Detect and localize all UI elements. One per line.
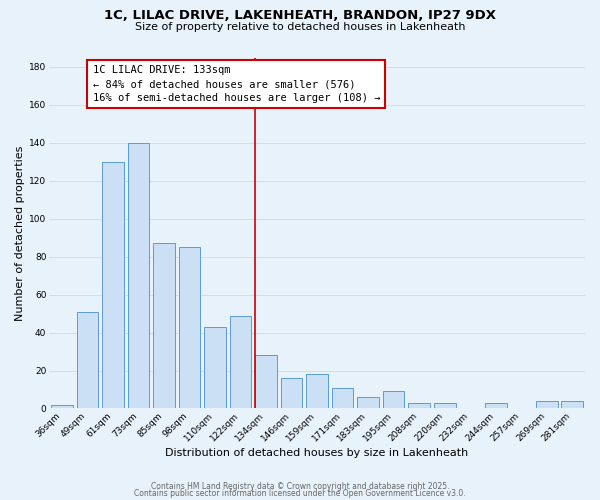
- Text: Contains HM Land Registry data © Crown copyright and database right 2025.: Contains HM Land Registry data © Crown c…: [151, 482, 449, 491]
- Bar: [128, 143, 149, 408]
- Bar: [357, 397, 379, 408]
- Text: 1C, LILAC DRIVE, LAKENHEATH, BRANDON, IP27 9DX: 1C, LILAC DRIVE, LAKENHEATH, BRANDON, IP…: [104, 9, 496, 22]
- Text: 1C LILAC DRIVE: 133sqm
← 84% of detached houses are smaller (576)
16% of semi-de: 1C LILAC DRIVE: 133sqm ← 84% of detached…: [92, 65, 380, 103]
- Bar: [409, 403, 430, 408]
- Bar: [179, 247, 200, 408]
- Bar: [434, 403, 455, 408]
- Y-axis label: Number of detached properties: Number of detached properties: [15, 146, 25, 320]
- Text: Contains public sector information licensed under the Open Government Licence v3: Contains public sector information licen…: [134, 490, 466, 498]
- Bar: [255, 356, 277, 408]
- Bar: [562, 401, 583, 408]
- Bar: [102, 162, 124, 408]
- Bar: [153, 244, 175, 408]
- X-axis label: Distribution of detached houses by size in Lakenheath: Distribution of detached houses by size …: [166, 448, 469, 458]
- Bar: [332, 388, 353, 408]
- Bar: [485, 403, 506, 408]
- Bar: [51, 404, 73, 408]
- Bar: [306, 374, 328, 408]
- Bar: [230, 316, 251, 408]
- Bar: [383, 392, 404, 408]
- Bar: [77, 312, 98, 408]
- Bar: [204, 327, 226, 408]
- Bar: [536, 401, 557, 408]
- Text: Size of property relative to detached houses in Lakenheath: Size of property relative to detached ho…: [135, 22, 465, 32]
- Bar: [281, 378, 302, 408]
